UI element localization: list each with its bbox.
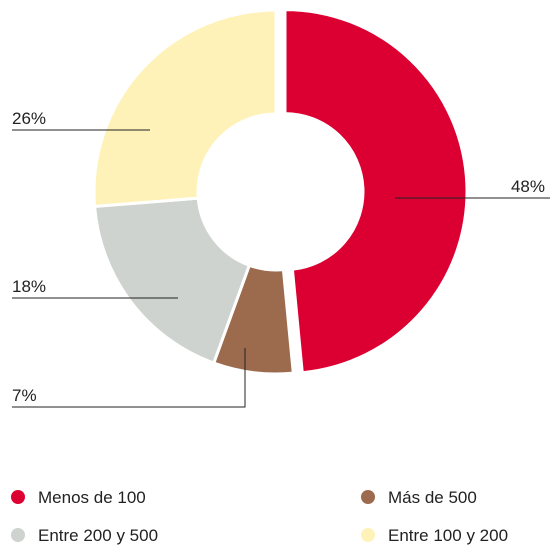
donut-slice <box>92 196 252 365</box>
legend-label: Entre 200 y 500 <box>38 526 158 545</box>
data-label: 48% <box>511 177 545 196</box>
data-label: 18% <box>12 277 46 296</box>
data-label: 26% <box>12 109 46 128</box>
legend-label: Menos de 100 <box>38 488 146 507</box>
legend-label: Más de 500 <box>388 488 477 507</box>
legend-marker <box>11 490 25 504</box>
data-label: 7% <box>12 386 37 405</box>
legend-marker <box>361 490 375 504</box>
leader-line <box>12 348 246 408</box>
donut-slice <box>92 8 278 209</box>
donut-slice <box>283 8 469 375</box>
legend-marker <box>361 528 375 542</box>
legend-marker <box>11 528 25 542</box>
legend-label: Entre 100 y 200 <box>388 526 508 545</box>
